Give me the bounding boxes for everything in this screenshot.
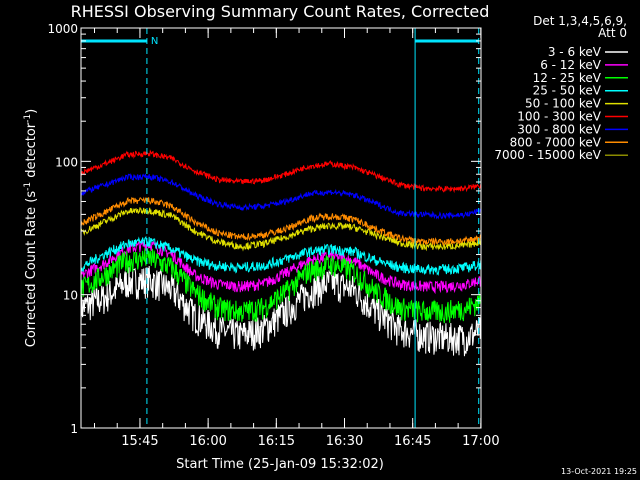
- x-tick-label: 16:30: [326, 434, 363, 449]
- legend-entry-label: 100 - 300 keV: [517, 110, 601, 124]
- legend-entry-label: 3 - 6 keV: [548, 45, 602, 59]
- series-trace: [80, 173, 482, 220]
- x-tick-label: 16:45: [394, 434, 431, 449]
- legend-entry: 800 - 7000 keV: [510, 135, 628, 149]
- series-line: [80, 247, 482, 324]
- marker-label: N: [151, 36, 158, 47]
- series-line: [80, 235, 482, 277]
- x-tick-label: 16:00: [189, 434, 226, 449]
- legend-header-line1: Det 1,3,4,5,6,9,: [533, 14, 627, 28]
- y-tick-label: 1000: [47, 22, 78, 36]
- y-tick-label: 100: [55, 155, 78, 169]
- legend-entry: 7000 - 15000 keV: [494, 148, 628, 162]
- series-line: [80, 196, 482, 246]
- legend-entry: 50 - 100 keV: [525, 97, 628, 111]
- legend-entry-label: 25 - 50 keV: [533, 84, 602, 98]
- series-trace: [80, 247, 482, 324]
- x-axis-label: Start Time (25-Jan-09 15:32:02): [176, 457, 384, 472]
- x-tick-label: 15:45: [121, 434, 158, 449]
- series-trace: [80, 207, 481, 252]
- y-tick-label: 10: [63, 289, 78, 303]
- series-line: [80, 173, 482, 220]
- y-axis-label-sup2: -1: [23, 114, 33, 123]
- series-trace: [80, 196, 482, 246]
- plot-frame: [80, 27, 482, 429]
- series-line: [80, 149, 482, 194]
- series-layer: [80, 149, 482, 357]
- y-axis-label: Corrected Count Rate (s-1 detector-1): [23, 109, 39, 347]
- legend-entry-label: 7000 - 15000 keV: [494, 148, 601, 162]
- y-axis-label-main: Corrected Count Rate (s: [24, 191, 39, 348]
- legend-entry: 100 - 300 keV: [517, 110, 628, 124]
- legend-entry-label: 6 - 12 keV: [540, 58, 602, 72]
- footer-timestamp: 13-Oct-2021 19:25: [561, 467, 637, 476]
- chart-title: RHESSI Observing Summary Count Rates, Co…: [71, 2, 490, 21]
- y-axis-label-end: ): [24, 109, 39, 114]
- series-line: [80, 265, 482, 357]
- series-trace: [80, 265, 482, 357]
- y-axis-label-sup1: -1: [23, 182, 33, 191]
- legend-entry-label: 300 - 800 keV: [517, 122, 601, 136]
- series-trace: [80, 235, 482, 277]
- legend-entry-label: 800 - 7000 keV: [510, 135, 602, 149]
- x-tick-label: 16:15: [258, 434, 295, 449]
- legend-entry-label: 50 - 100 keV: [525, 97, 602, 111]
- series-line: [80, 207, 481, 252]
- legend-entry-label: 12 - 25 keV: [533, 71, 602, 85]
- y-tick-label: 1: [70, 422, 78, 436]
- y-axis: 1000 100 10 1: [47, 22, 481, 436]
- legend-entry: 12 - 25 keV: [533, 71, 628, 85]
- y-axis-label-mid: detector: [24, 122, 39, 182]
- legend-entry: 3 - 6 keV: [548, 45, 628, 59]
- legend-header-line2: Att 0: [598, 26, 627, 40]
- legend-entry: 300 - 800 keV: [517, 122, 628, 136]
- x-tick-label: 17:00: [462, 434, 499, 449]
- x-axis: 15:45 16:00 16:15 16:30 16:45 17:00: [94, 28, 500, 449]
- legend-entry: 25 - 50 keV: [533, 84, 628, 98]
- series-trace: [80, 149, 482, 194]
- legend-entry: 6 - 12 keV: [540, 58, 628, 72]
